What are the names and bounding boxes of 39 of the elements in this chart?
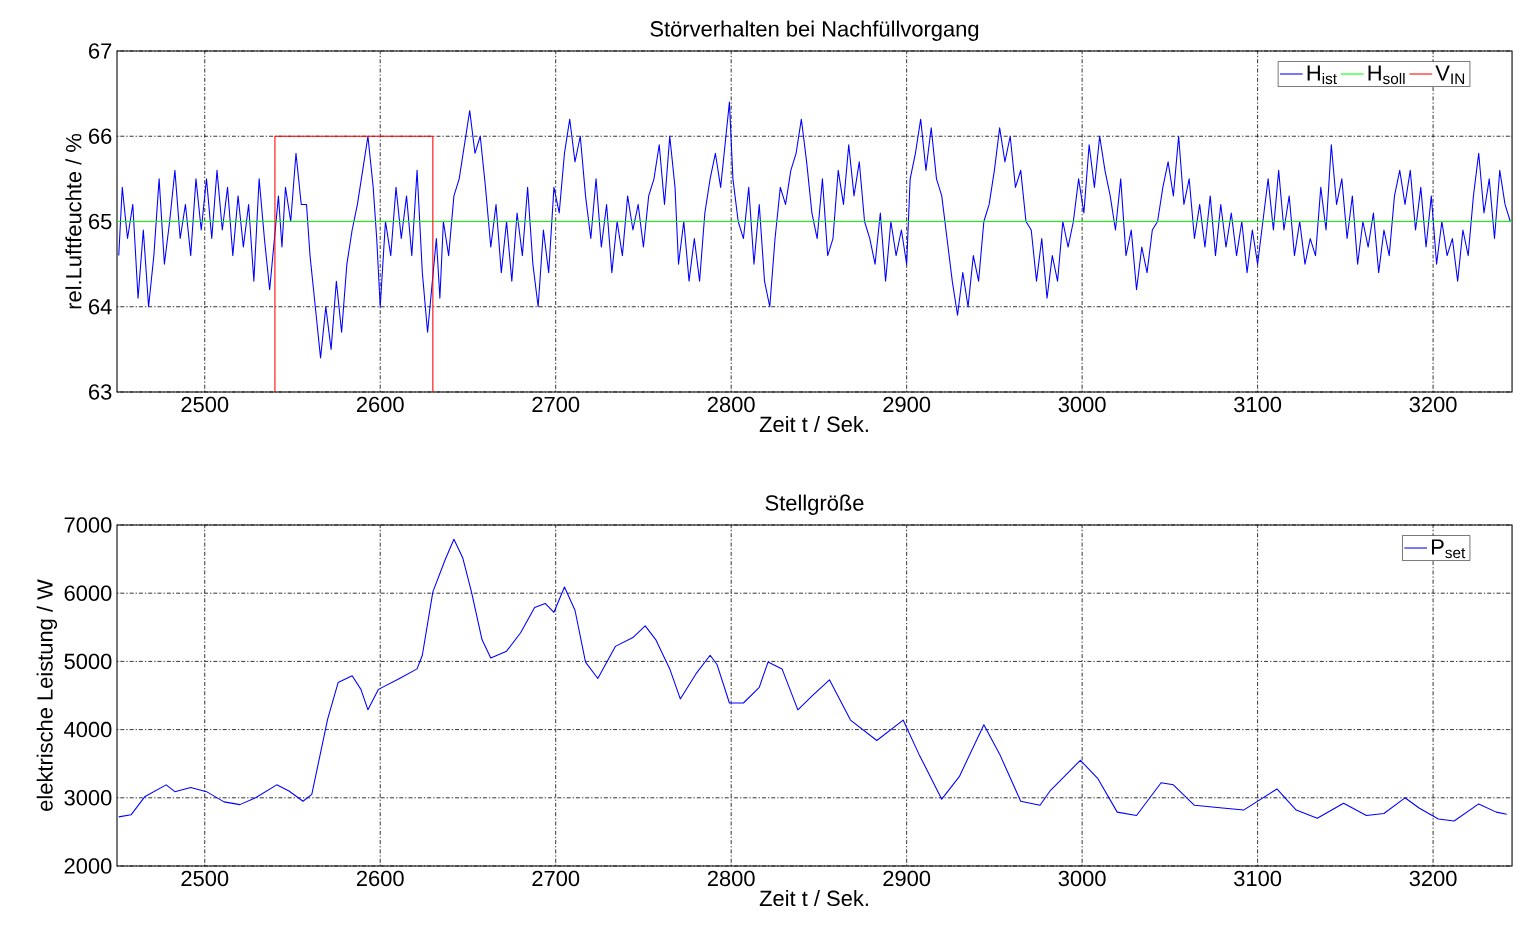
- y-tick-label: 3000: [64, 790, 112, 806]
- x-tick-label: 3100: [1234, 870, 1282, 887]
- y-tick-label: 7000: [64, 517, 112, 533]
- chart-title: Störverhalten bei Nachfüllvorgang: [650, 20, 979, 41]
- legend-label: H$_{soll}$: [1368, 65, 1405, 85]
- legend-label: H$_{ist}$: [1307, 65, 1337, 85]
- y-tick-label: 5000: [64, 653, 112, 670]
- y-axis-title: elektrische Leistung / W: [36, 579, 58, 811]
- x-axis-title: Zeit t / Sek.: [759, 416, 868, 433]
- x-tick-label: 2500: [181, 396, 229, 413]
- x-tick-label: 2600: [356, 396, 404, 413]
- y-tick-label: 4000: [64, 721, 112, 738]
- x-tick-label: 2600: [356, 870, 404, 887]
- x-tick-label: 2800: [707, 396, 755, 413]
- y-axis-title: rel.Luftfeuchte / %: [65, 133, 82, 309]
- y-tick-label: 6000: [64, 585, 112, 601]
- x-tick-label: 3100: [1234, 396, 1282, 413]
- legend-label: V$_{IN}$: [1435, 65, 1465, 84]
- y-tick-label: 2000: [64, 858, 112, 874]
- y-tick-label: 63: [89, 384, 112, 400]
- x-tick-label: 2900: [883, 396, 931, 413]
- x-tick-label: 2500: [181, 870, 229, 887]
- y-tick-label: 64: [89, 298, 112, 315]
- y-tick-label: 66: [89, 128, 112, 144]
- x-tick-label: 3000: [1058, 396, 1106, 413]
- legend-label: P$_{set}$: [1431, 539, 1466, 559]
- y-tick-label: 67: [89, 43, 112, 59]
- x-tick-label: 2700: [532, 870, 580, 887]
- x-tick-label: 2800: [707, 870, 755, 887]
- x-tick-label: 2900: [883, 870, 931, 887]
- x-tick-label: 3000: [1058, 870, 1106, 887]
- chart-title: Stellgröße: [765, 494, 864, 515]
- line-series: [118, 538, 1508, 822]
- x-tick-label: 3200: [1409, 396, 1457, 413]
- x-axis-title: Zeit t / Sek.: [759, 890, 868, 907]
- x-tick-label: 3200: [1409, 870, 1457, 887]
- y-tick-label: 65: [89, 213, 112, 230]
- line-series: [118, 101, 1511, 359]
- x-tick-label: 2700: [532, 396, 580, 413]
